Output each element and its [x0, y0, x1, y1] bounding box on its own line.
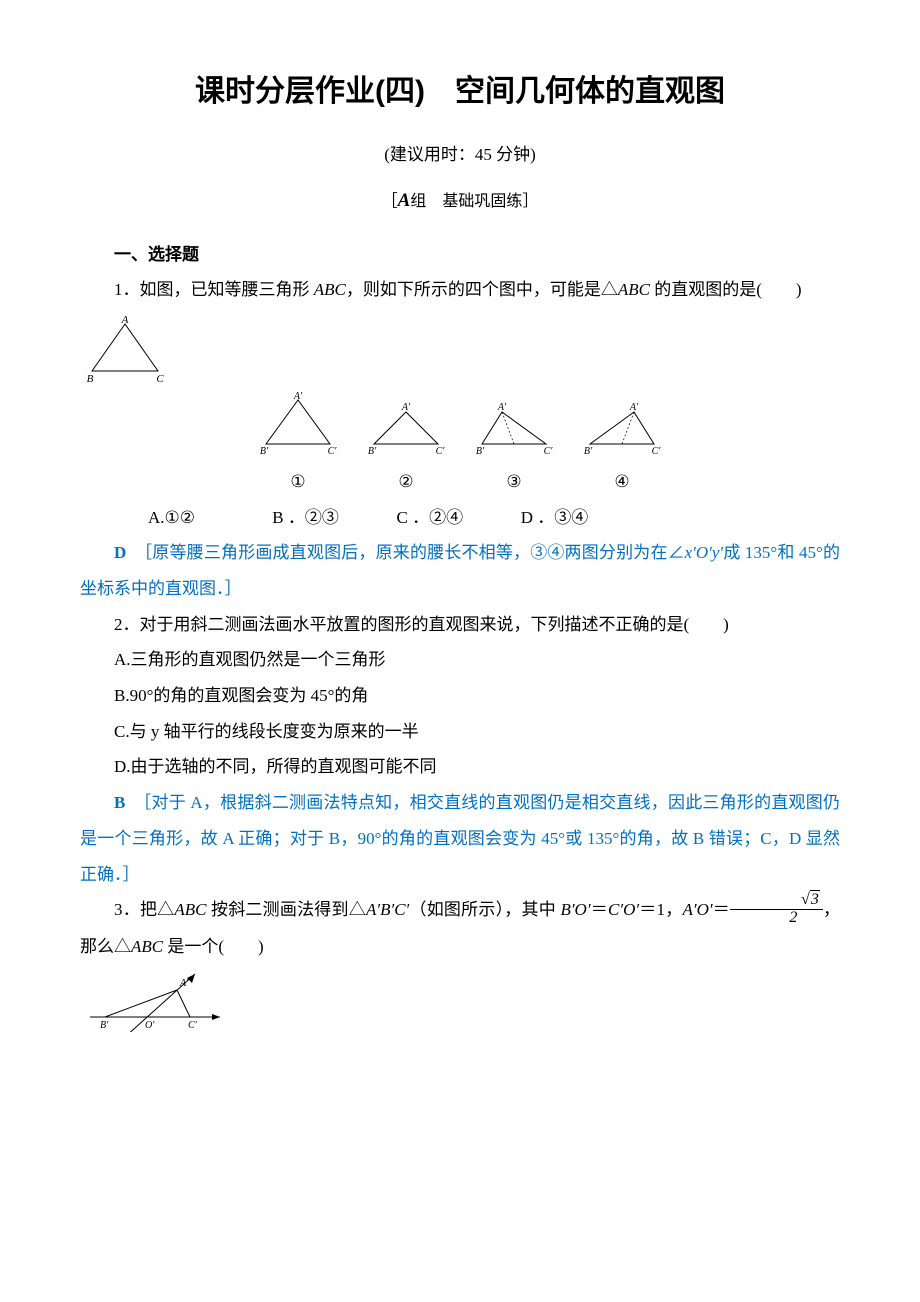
- q1-answer: D: [114, 543, 126, 562]
- q3-stem-a: 3．把△: [114, 900, 174, 919]
- fig-label-4: ④: [580, 464, 664, 500]
- q2-opt-a: A.三角形的直观图仍然是一个三角形: [80, 642, 840, 678]
- group-a: A: [398, 190, 411, 211]
- q1-opt-c: C ．②④: [363, 500, 483, 536]
- q1-four-figures: A′ B′ C′ A′ B′ C′ A′ B′ C′ A′ B′ C′: [80, 392, 840, 458]
- q2-answer-explanation: B ［对于 A，根据斜二测画法特点知，相交直线的直观图仍是相交直线，因此三角形的…: [80, 785, 840, 892]
- svg-text:B′: B′: [100, 1020, 109, 1031]
- q3-abcp: A′B′C′: [366, 900, 409, 919]
- q3-cop: C′O′: [608, 900, 639, 919]
- q3-stem: 3．把△ABC 按斜二测画法得到△A′B′C′（如图所示），其中 B′O′＝C′…: [80, 892, 840, 964]
- svg-text:B′: B′: [368, 446, 377, 457]
- q1-top-figure: A B C: [80, 316, 840, 386]
- q3-abc2: ABC: [131, 937, 163, 956]
- svg-text:C′: C′: [436, 446, 446, 457]
- q3-abc: ABC: [174, 900, 206, 919]
- q2-opt-b: B.90°的角的直观图会变为 45°的角: [80, 678, 840, 714]
- fig-label-3: ③: [472, 464, 556, 500]
- q1-answer-explanation: D ［原等腰三角形画成直观图后，原来的腰长不相等，③④两图分别为在∠x′O′y′…: [80, 535, 840, 606]
- svg-text:C′: C′: [188, 1020, 198, 1031]
- q1-xoy: x′O′y′: [685, 543, 724, 562]
- q1-expl-a: ［原等腰三角形画成直观图后，原来的腰长不相等，③④两图分别为在∠: [126, 543, 684, 562]
- q2-answer: B: [114, 793, 125, 812]
- triangle-abc-icon: A B C: [80, 316, 170, 386]
- q1-abc: ABC: [314, 280, 346, 299]
- q3-stem-e: ＝1，: [639, 900, 682, 919]
- q1-stem-b: ，则如下所示的四个图中，可能是△: [346, 280, 618, 299]
- group-text: 组 基础巩固练: [410, 193, 522, 210]
- page-title: 课时分层作业(四) 空间几何体的直观图: [80, 60, 840, 123]
- q1-stem-a: 1．如图，已知等腰三角形: [114, 280, 314, 299]
- bracket-r: ］: [522, 193, 538, 210]
- q2-opt-c: C.与 y 轴平行的线段长度变为原来的一半: [80, 714, 840, 750]
- bracket-l: ［: [382, 193, 398, 210]
- svg-text:A: A: [121, 316, 129, 326]
- triangle-3-icon: A′ B′ C′: [472, 392, 556, 458]
- q1-opt-d: D ．③④: [487, 500, 607, 536]
- q1-opt-b: B ．②③: [238, 500, 358, 536]
- q1-abc2: ABC: [618, 280, 650, 299]
- q3-bop: B′O′: [560, 900, 590, 919]
- fig-label-1: ①: [256, 464, 340, 500]
- q3-stem-f: ＝: [713, 900, 730, 919]
- q1-stem: 1．如图，已知等腰三角形 ABC，则如下所示的四个图中，可能是△ABC 的直观图…: [80, 272, 840, 308]
- q2-expl: ［对于 A，根据斜二测画法特点知，相交直线的直观图仍是相交直线，因此三角形的直观…: [80, 793, 840, 883]
- svg-text:B′: B′: [260, 446, 269, 457]
- q3-stem-b: 按斜二测画法得到△: [207, 900, 366, 919]
- svg-text:C′: C′: [328, 446, 338, 457]
- q3-fraction: 32: [730, 892, 823, 927]
- svg-text:A′: A′: [179, 978, 189, 989]
- q2-opt-d: D.由于选轴的不同，所得的直观图可能不同: [80, 749, 840, 785]
- q3-stem-h: 是一个( ): [163, 937, 264, 956]
- q2-stem: 2．对于用斜二测画法画水平放置的图形的直观图来说，下列描述不正确的是( ): [80, 607, 840, 643]
- svg-text:O′: O′: [145, 1020, 155, 1031]
- q3-figure: A′ B′ O′ C′: [80, 972, 840, 1032]
- svg-text:A′: A′: [401, 402, 411, 413]
- svg-text:B′: B′: [584, 446, 593, 457]
- q3-aop: A′O′: [682, 900, 712, 919]
- q1-figure-labels: ① ② ③ ④: [80, 464, 840, 500]
- svg-text:C′: C′: [544, 446, 554, 457]
- svg-text:B′: B′: [476, 446, 485, 457]
- svg-text:C′: C′: [652, 446, 662, 457]
- fig-label-2: ②: [364, 464, 448, 500]
- svg-text:A′: A′: [629, 402, 639, 413]
- svg-text:B: B: [87, 373, 94, 385]
- svg-text:A′: A′: [293, 392, 303, 402]
- group-label: ［A组 基础巩固练］: [80, 181, 840, 221]
- triangle-2-icon: A′ B′ C′: [364, 392, 448, 458]
- svg-text:C: C: [156, 373, 164, 385]
- page-subtitle: (建议用时：45 分钟): [80, 137, 840, 173]
- q3-stem-d: ＝: [591, 900, 608, 919]
- q1-opt-a: A.①②: [114, 500, 234, 536]
- triangle-4-icon: A′ B′ C′: [580, 392, 664, 458]
- q1-options: A.①② B ．②③ C ．②④ D ．③④: [80, 500, 840, 536]
- q1-stem-c: 的直观图的是( ): [650, 280, 802, 299]
- svg-text:A′: A′: [497, 402, 507, 413]
- q3-stem-c: （如图所示），其中: [409, 900, 560, 919]
- triangle-1-icon: A′ B′ C′: [256, 392, 340, 458]
- section-heading: 一、选择题: [80, 237, 840, 273]
- triangle-q3-icon: A′ B′ O′ C′: [80, 972, 230, 1032]
